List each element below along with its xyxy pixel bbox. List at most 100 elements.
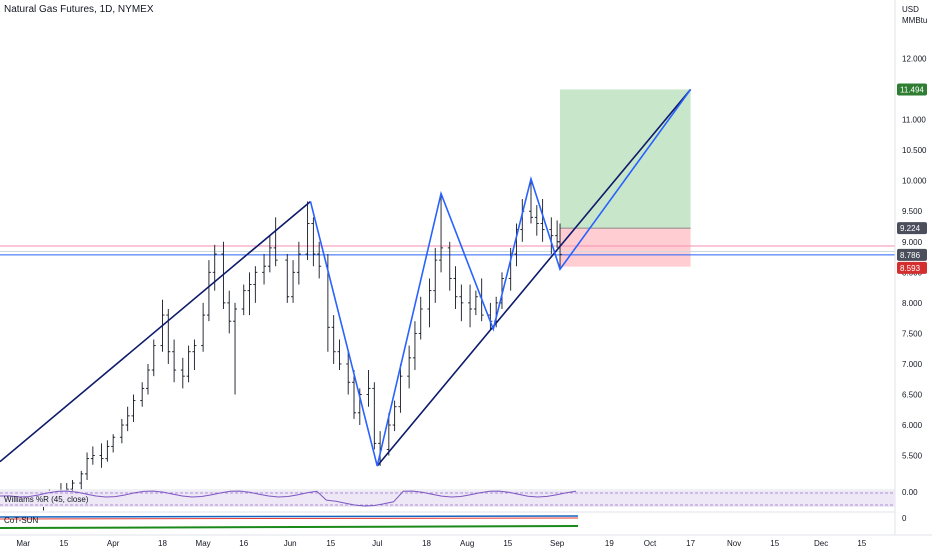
ohlc-bar bbox=[291, 260, 296, 303]
price-tick-label: 6.500 bbox=[902, 390, 923, 399]
ohlc-bar bbox=[317, 241, 322, 279]
price-tick-label: 5.500 bbox=[902, 452, 923, 461]
time-tick-label: 15 bbox=[857, 539, 866, 548]
ohlc-bar bbox=[192, 339, 197, 371]
stop-price-label: 8.593 bbox=[900, 264, 921, 273]
ohlc-bar bbox=[386, 412, 391, 456]
time-tick-label: Mar bbox=[16, 539, 30, 548]
ohlc-bar bbox=[140, 382, 145, 407]
ohlc-bar bbox=[352, 370, 356, 419]
ohlc-bar bbox=[85, 452, 90, 480]
ohlc-bar bbox=[305, 201, 310, 261]
ohlc-bar bbox=[79, 470, 84, 490]
price-tick-label: 9.500 bbox=[902, 207, 923, 216]
price-tick-label: 10.500 bbox=[902, 146, 927, 155]
drawn-lines bbox=[0, 88, 692, 467]
ohlc-bars bbox=[41, 178, 563, 511]
williams-label: Williams %R (45, close) bbox=[4, 495, 89, 504]
price-tick-label: 6.000 bbox=[902, 421, 923, 430]
ohlc-bar bbox=[549, 217, 554, 254]
ohlc-bar bbox=[227, 290, 232, 334]
ohlc-bar bbox=[331, 315, 336, 364]
price-tick-label: 12.000 bbox=[902, 55, 927, 64]
ohlc-bar bbox=[166, 308, 171, 364]
ohlc-bar bbox=[90, 446, 95, 465]
ohlc-bar bbox=[105, 440, 110, 462]
price-tick-label: 11.000 bbox=[902, 116, 926, 125]
ohlc-bar bbox=[529, 178, 533, 224]
time-axis-ticks: Mar 15 Apr 18 May 16 Jun 15 Jul 18 Aug 15 Sep 19 Oct 17… bbox=[16, 539, 866, 548]
pattern-line bbox=[309, 88, 692, 467]
ohlc-bar bbox=[111, 434, 116, 453]
ohlc-bar bbox=[346, 351, 351, 395]
ohlc-bar bbox=[99, 443, 104, 468]
ohlc-bar bbox=[540, 199, 545, 242]
entry-price-label: 9.224 bbox=[900, 224, 921, 233]
time-tick-label: Apr bbox=[107, 539, 120, 548]
chart-title: Natural Gas Futures, 1D, NYMEX bbox=[4, 4, 154, 15]
ohlc-bar bbox=[125, 406, 130, 432]
ohlc-bar bbox=[407, 345, 412, 389]
ohlc-bar bbox=[285, 254, 290, 303]
ohlc-bar bbox=[233, 302, 238, 395]
williams-line bbox=[0, 490, 577, 507]
trendline-1 bbox=[0, 200, 311, 463]
price-tick-label: 10.000 bbox=[902, 177, 927, 186]
currency-label: USD bbox=[902, 5, 919, 14]
price-tick-label: 7.500 bbox=[902, 329, 923, 338]
time-tick-label: 15 bbox=[59, 539, 68, 548]
ohlc-bar bbox=[247, 272, 252, 316]
time-tick-label: Nov bbox=[727, 539, 741, 548]
ohlc-bar bbox=[172, 339, 177, 383]
ohlc-bar bbox=[433, 247, 438, 303]
ohlc-bar bbox=[555, 220, 560, 248]
time-tick-label: Oct bbox=[644, 539, 657, 548]
price-tick-label: 9.000 bbox=[902, 238, 923, 247]
ohlc-bar bbox=[311, 217, 316, 267]
ohlc-bar bbox=[119, 418, 124, 444]
time-tick-label: 15 bbox=[503, 539, 512, 548]
entry-price-badge bbox=[897, 222, 927, 235]
time-tick-label: 15 bbox=[770, 539, 779, 548]
ohlc-bar bbox=[206, 260, 211, 322]
horizontal-lines bbox=[0, 245, 895, 256]
ohlc-bar bbox=[459, 284, 464, 322]
ohlc-bar bbox=[392, 400, 397, 432]
unit-label: MMBtu bbox=[902, 16, 927, 25]
time-tick-label: Dec bbox=[814, 539, 828, 548]
target-price-label: 11.494 bbox=[900, 85, 924, 94]
time-tick-label: Aug bbox=[460, 539, 474, 548]
ohlc-bar bbox=[439, 193, 444, 273]
ohlc-bar bbox=[186, 345, 191, 383]
trendline-2 bbox=[376, 88, 692, 467]
stop-price-badge bbox=[897, 261, 927, 274]
ohlc-bar bbox=[366, 370, 371, 407]
position-zones bbox=[560, 89, 691, 267]
ohlc-bar bbox=[253, 266, 258, 303]
cot-line-red bbox=[0, 517, 579, 520]
time-tick-label: 15 bbox=[326, 539, 335, 548]
cot-line-blue bbox=[0, 515, 579, 518]
ohlc-bar bbox=[468, 284, 473, 328]
time-tick-label: 19 bbox=[605, 539, 614, 548]
ohlc-bar bbox=[145, 363, 150, 395]
profit-zone bbox=[560, 89, 691, 229]
williams-band bbox=[0, 491, 895, 507]
ohlc-bar bbox=[262, 254, 267, 285]
ohlc-bar bbox=[151, 339, 156, 377]
ohlc-bar bbox=[180, 357, 185, 389]
ohlc-bar bbox=[372, 382, 377, 450]
price-badges: 11.494 9.224 8.786 8.593 bbox=[897, 83, 927, 274]
ohlc-bar bbox=[453, 266, 458, 309]
cot-label: CoT-SUN bbox=[4, 516, 38, 525]
time-tick-label: 16 bbox=[239, 539, 248, 548]
ohlc-bar bbox=[273, 217, 278, 267]
time-tick-label: 18 bbox=[158, 539, 167, 548]
ohlc-bar bbox=[212, 244, 217, 291]
time-tick-label: May bbox=[196, 539, 211, 548]
ohlc-bar bbox=[337, 339, 342, 371]
time-tick-label: Jun bbox=[284, 539, 297, 548]
ohlc-bar bbox=[473, 290, 478, 316]
target-price-badge bbox=[897, 83, 927, 96]
